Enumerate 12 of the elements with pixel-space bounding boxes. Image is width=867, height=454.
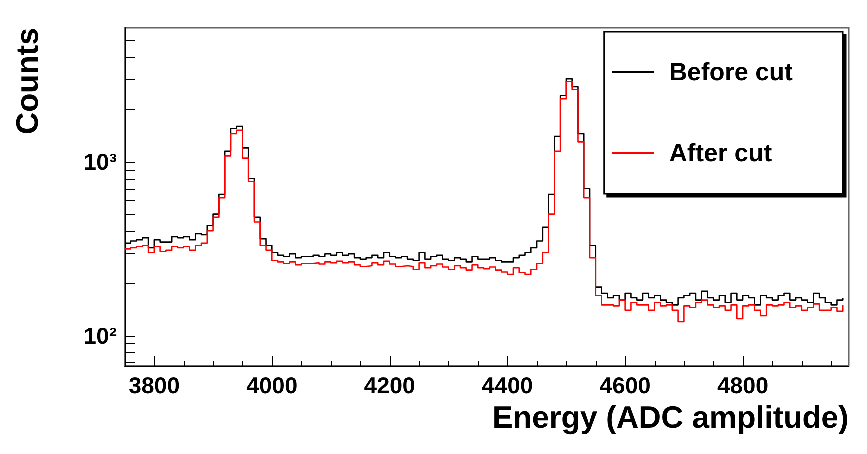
y-tick-label: 10³: [84, 148, 118, 175]
y-tick-label: 10²: [84, 322, 118, 349]
x-tick-label: 4800: [717, 372, 769, 398]
legend-label: After cut: [669, 140, 773, 168]
x-tick-label: 3800: [128, 372, 180, 398]
y-axis-title: Counts: [10, 28, 45, 135]
x-tick-label: 4000: [246, 372, 298, 398]
x-axis-title: Energy (ADC amplitude): [492, 400, 849, 435]
x-tick-label: 4600: [600, 372, 651, 398]
x-tick-label: 4400: [482, 372, 534, 398]
legend-label: Before cut: [669, 58, 794, 86]
x-tick-label: 4200: [364, 372, 416, 398]
